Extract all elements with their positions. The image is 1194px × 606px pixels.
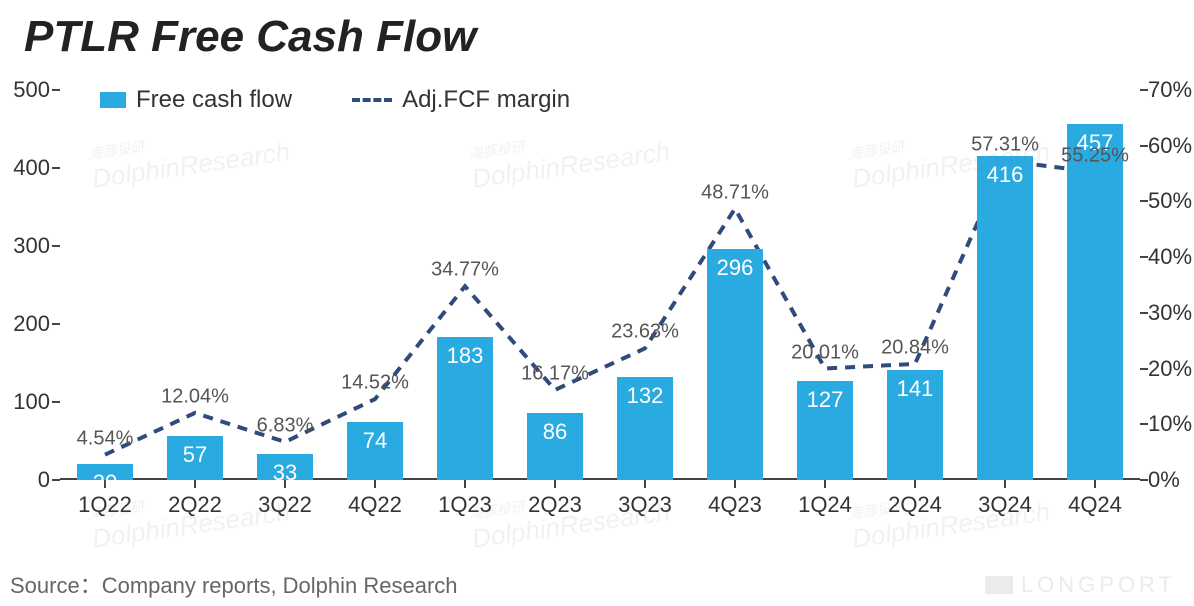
footer-logo-text: LONGPORT <box>1021 572 1176 598</box>
y-left-tickmark <box>52 401 60 403</box>
margin-value-label: 23.63% <box>611 321 679 344</box>
margin-value-label: 57.31% <box>971 133 1039 156</box>
x-tick: 4Q22 <box>348 492 402 518</box>
bar: 141 <box>887 370 943 480</box>
margin-value-label: 4.54% <box>77 427 134 450</box>
y-right-tickmark <box>1140 89 1148 91</box>
y-right-tick: 0% <box>1148 467 1194 493</box>
chart-title: PTLR Free Cash Flow <box>24 12 476 62</box>
bar: 127 <box>797 381 853 480</box>
x-tick: 3Q22 <box>258 492 312 518</box>
x-tick: 2Q23 <box>528 492 582 518</box>
bar: 457 <box>1067 124 1123 480</box>
bar: 33 <box>257 454 313 480</box>
bar: 132 <box>617 377 673 480</box>
y-left-tick: 200 <box>0 311 50 337</box>
y-left-tick: 500 <box>0 77 50 103</box>
bar: 416 <box>977 156 1033 480</box>
y-right-tick: 10% <box>1148 411 1194 437</box>
source-text: Source：Company reports, Dolphin Research <box>10 568 458 600</box>
y-right-tick: 30% <box>1148 300 1194 326</box>
bar-value-label: 86 <box>527 419 583 445</box>
y-left-tickmark <box>52 323 60 325</box>
y-right-tickmark <box>1140 312 1148 314</box>
footer-logo: LONGPORT <box>985 572 1176 598</box>
y-right-tick: 70% <box>1148 77 1194 103</box>
y-right-tickmark <box>1140 479 1148 481</box>
x-tick: 3Q23 <box>618 492 672 518</box>
x-tick: 4Q23 <box>708 492 762 518</box>
margin-value-label: 48.71% <box>701 181 769 204</box>
y-right-tickmark <box>1140 200 1148 202</box>
y-left-tickmark <box>52 167 60 169</box>
bar: 74 <box>347 422 403 480</box>
margin-value-label: 6.83% <box>257 414 314 437</box>
bar: 296 <box>707 249 763 480</box>
margin-value-label: 12.04% <box>161 385 229 408</box>
y-left-tickmark <box>52 479 60 481</box>
x-tick: 4Q24 <box>1068 492 1122 518</box>
y-left-tick: 300 <box>0 233 50 259</box>
y-right-tick: 20% <box>1148 356 1194 382</box>
bar-value-label: 127 <box>797 387 853 413</box>
x-tick: 1Q24 <box>798 492 852 518</box>
bar-value-label: 141 <box>887 376 943 402</box>
margin-value-label: 55.25% <box>1061 145 1129 168</box>
bar-value-label: 74 <box>347 428 403 454</box>
y-left-tick: 0 <box>0 467 50 493</box>
y-right-tickmark <box>1140 145 1148 147</box>
x-tick: 3Q24 <box>978 492 1032 518</box>
margin-value-label: 14.52% <box>341 371 409 394</box>
y-left-tickmark <box>52 89 60 91</box>
bar-value-label: 296 <box>707 255 763 281</box>
y-axis-left: 0100200300400500 <box>0 90 56 480</box>
longport-icon <box>985 576 1013 594</box>
margin-value-label: 20.01% <box>791 341 859 364</box>
y-right-tick: 60% <box>1148 133 1194 159</box>
bar: 57 <box>167 436 223 480</box>
x-tick: 1Q23 <box>438 492 492 518</box>
y-left-tickmark <box>52 245 60 247</box>
bar-value-label: 57 <box>167 442 223 468</box>
x-tick: 2Q24 <box>888 492 942 518</box>
bar-value-label: 132 <box>617 383 673 409</box>
y-right-tick: 40% <box>1148 244 1194 270</box>
margin-value-label: 20.84% <box>881 336 949 359</box>
margin-value-label: 34.77% <box>431 259 499 282</box>
margin-value-label: 16.17% <box>521 362 589 385</box>
y-right-tickmark <box>1140 368 1148 370</box>
y-axis-right: 0%10%20%30%40%50%60%70% <box>1142 90 1194 480</box>
x-tick: 1Q22 <box>78 492 132 518</box>
bar-value-label: 416 <box>977 162 1033 188</box>
bar-value-label: 33 <box>257 460 313 486</box>
bar: 20 <box>77 464 133 480</box>
bar: 183 <box>437 337 493 480</box>
x-axis: 1Q22 2Q22 3Q22 4Q22 1Q23 2Q23 3Q23 4Q23 1Q24 2Q24… <box>60 486 1140 526</box>
plot-area: 20 57 33 74 183 86 132 296 127 141 416 457 4.54% 12.0… <box>60 90 1140 480</box>
bar: 86 <box>527 413 583 480</box>
bar-value-label: 183 <box>437 343 493 369</box>
x-tick: 2Q22 <box>168 492 222 518</box>
y-right-tick: 50% <box>1148 188 1194 214</box>
y-right-tickmark <box>1140 423 1148 425</box>
y-right-tickmark <box>1140 256 1148 258</box>
y-left-tick: 100 <box>0 389 50 415</box>
y-left-tick: 400 <box>0 155 50 181</box>
